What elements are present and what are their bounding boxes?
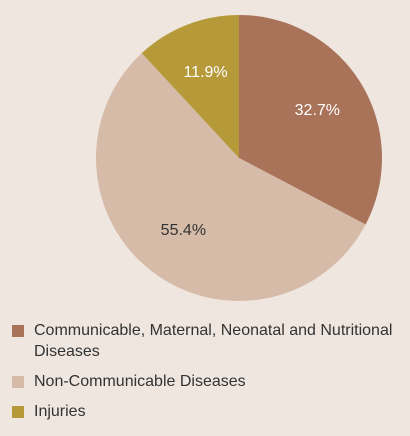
legend: Communicable, Maternal, Neonatal and Nut… <box>12 320 407 431</box>
legend-label: Injuries <box>34 403 86 420</box>
legend-item: Communicable, Maternal, Neonatal and Nut… <box>12 320 407 362</box>
legend-label: Non-Communicable Diseases <box>34 373 246 390</box>
legend-swatch <box>12 376 24 388</box>
legend-swatch <box>12 406 24 418</box>
legend-label: Communicable, Maternal, Neonatal and Nut… <box>34 322 393 360</box>
legend-swatch <box>12 325 24 337</box>
slice-label: 32.7% <box>295 102 340 119</box>
legend-item: Injuries <box>12 401 407 422</box>
chart: 32.7% 55.4% 11.9% <box>96 15 383 301</box>
legend-item: Non-Communicable Diseases <box>12 371 407 392</box>
pie-slice <box>239 15 383 225</box>
pie-slice <box>96 53 366 301</box>
slice-label: 11.9% <box>183 64 227 81</box>
slice-label: 55.4% <box>161 222 206 239</box>
pie-slice <box>141 15 239 158</box>
